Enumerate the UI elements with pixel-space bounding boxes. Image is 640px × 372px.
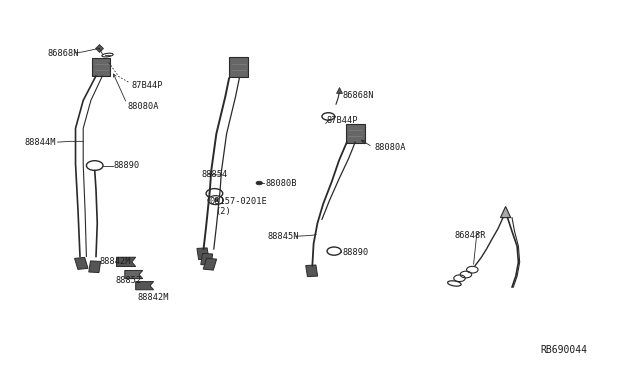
- Text: 88890: 88890: [342, 248, 369, 257]
- Text: 87B44P: 87B44P: [326, 116, 358, 125]
- Text: 86868N: 86868N: [342, 92, 374, 100]
- Text: 88080A: 88080A: [128, 102, 159, 110]
- Text: 88842M: 88842M: [138, 293, 169, 302]
- Text: 88890: 88890: [114, 161, 140, 170]
- Polygon shape: [306, 265, 317, 277]
- Text: 87B44P: 87B44P: [131, 81, 163, 90]
- Polygon shape: [125, 270, 143, 279]
- Circle shape: [208, 196, 223, 205]
- Text: (2): (2): [215, 207, 231, 216]
- FancyBboxPatch shape: [346, 124, 365, 143]
- Text: 88854: 88854: [202, 170, 228, 179]
- Text: 86868N: 86868N: [48, 49, 79, 58]
- Text: 88080B: 88080B: [266, 179, 297, 187]
- Circle shape: [256, 181, 262, 185]
- Text: 88080A: 88080A: [374, 143, 406, 152]
- Text: 88852: 88852: [115, 276, 141, 285]
- Polygon shape: [204, 258, 216, 270]
- Text: B: B: [213, 198, 218, 203]
- Polygon shape: [116, 257, 136, 266]
- Text: 08157-0201E: 08157-0201E: [209, 197, 267, 206]
- Polygon shape: [89, 261, 100, 273]
- Polygon shape: [75, 257, 88, 269]
- Text: RB690044: RB690044: [541, 345, 588, 355]
- Text: 88844M: 88844M: [24, 138, 56, 147]
- Polygon shape: [201, 253, 212, 265]
- FancyBboxPatch shape: [92, 58, 110, 76]
- Polygon shape: [197, 248, 209, 260]
- FancyBboxPatch shape: [229, 57, 248, 77]
- Text: 88842M: 88842M: [99, 257, 131, 266]
- Text: 88845N: 88845N: [268, 232, 299, 241]
- Text: 86848R: 86848R: [454, 231, 486, 240]
- Polygon shape: [500, 206, 511, 218]
- Polygon shape: [136, 282, 154, 290]
